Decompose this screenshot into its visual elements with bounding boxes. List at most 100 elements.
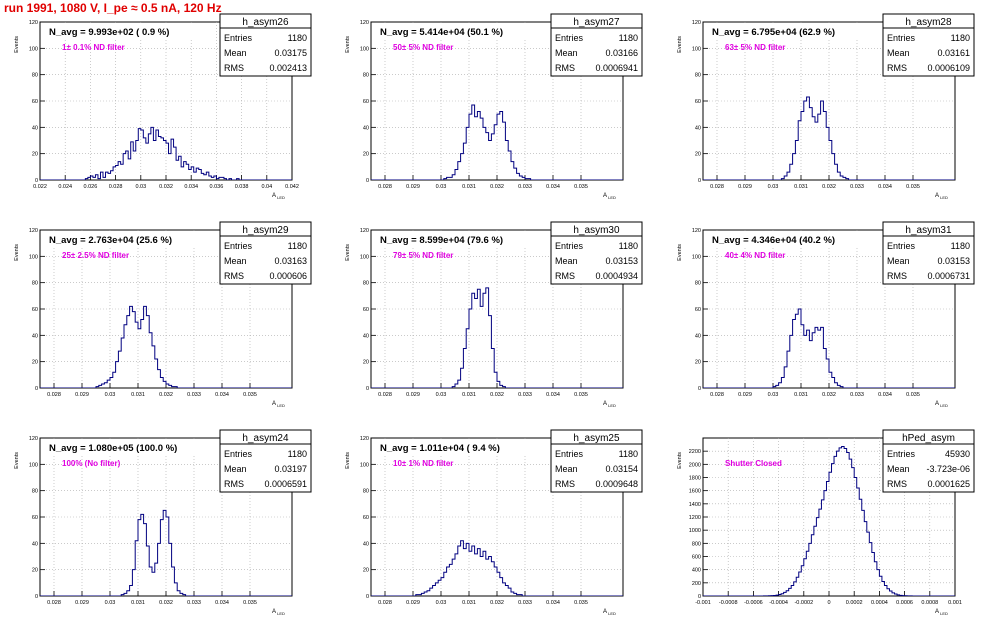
stat-value: 0.0001625 [927,479,970,489]
y-tick-label: 60 [32,99,38,105]
x-tick-label: 0.031 [462,600,476,606]
y-tick-label: 60 [695,99,701,105]
stat-label: RMS [887,479,907,489]
y-axis-label: Events [14,36,20,53]
stat-label: RMS [555,271,575,281]
y-tick-label: 100 [29,462,38,468]
x-tick-label: -0.0004 [769,600,788,606]
y-tick-label: 40 [32,541,38,547]
y-tick-label: 20 [32,152,38,158]
y-tick-label: 40 [32,125,38,131]
filter-note: 1± 0.1% ND filter [62,43,125,52]
stat-label: RMS [224,479,244,489]
x-axis-label: A LED [935,401,948,408]
y-tick-label: 0 [366,178,369,184]
x-tick-label: 0.0006 [896,600,913,606]
y-tick-label: 100 [360,254,369,260]
histogram-name: h_asym25 [573,433,620,444]
stats-box [882,221,975,285]
x-tick-label: 0.031 [794,184,808,190]
navg-background [707,233,879,246]
x-tick-label: 0.032 [490,392,504,398]
stat-value: 0.03166 [605,48,638,58]
y-tick-label: 120 [29,228,38,234]
stat-label: Entries [555,449,584,459]
navg-title: N_avg = 4.346e+04 (40.2 %) [712,235,835,246]
stat-label: Mean [555,48,578,58]
y-tick-label: 0 [698,178,701,184]
stat-label: Mean [887,464,910,474]
x-tick-label: 0.0002 [846,600,863,606]
y-tick-label: 80 [32,281,38,287]
x-tick-label: 0.033 [518,184,532,190]
stat-value: 0.03197 [274,464,307,474]
y-tick-label: 2200 [689,449,701,455]
x-tick-label: 0.032 [490,184,504,190]
histogram-name: h_asym24 [242,433,289,444]
x-tick-label: 0.038 [235,184,249,190]
y-tick-label: 1800 [689,476,701,482]
y-tick-label: 80 [32,489,38,495]
stat-value: 0.03163 [274,256,307,266]
x-tick-label: 0.036 [210,184,224,190]
stat-value: 0.03153 [605,256,638,266]
stat-value: 0.0006109 [927,63,970,73]
y-axis-label: Events [677,244,683,261]
stats-box [550,13,643,77]
stat-value: 1180 [619,241,638,251]
histogram-name: h_asym27 [573,17,620,28]
x-tick-label: -0.0006 [744,600,763,606]
y-tick-label: 100 [692,46,701,52]
stat-value: 0.0006731 [927,271,970,281]
stat-value: 0.0004934 [595,271,638,281]
stat-label: RMS [224,63,244,73]
x-tick-label: 0.03 [105,600,116,606]
y-tick-label: 60 [363,515,369,521]
x-tick-label: 0.028 [710,392,724,398]
stat-value: 0.03161 [937,48,970,58]
x-tick-label: 0 [827,600,830,606]
x-tick-label: 0.028 [710,184,724,190]
x-tick-label: 0.035 [574,600,588,606]
y-tick-label: 100 [29,254,38,260]
y-tick-label: 0 [35,386,38,392]
y-tick-label: 40 [363,541,369,547]
x-tick-label: 0.034 [878,184,892,190]
stat-label: Mean [224,48,247,58]
stat-value: 0.0009648 [595,479,638,489]
y-axis-label: Events [14,452,20,469]
stat-value: 1180 [288,241,307,251]
x-tick-label: 0.034 [546,600,560,606]
y-tick-label: 1000 [689,528,701,534]
filter-note: 10± 1% ND filter [393,459,453,468]
filter-note: 63± 5% ND filter [725,43,785,52]
stats-box [550,221,643,285]
stat-value: 0.0006941 [595,63,638,73]
y-tick-label: 60 [363,307,369,313]
navg-title: N_avg = 1.080e+05 (100.0 %) [49,443,177,454]
x-tick-label: 0.033 [187,600,201,606]
navg-title: N_avg = 1.011e+04 ( 9.4 %) [380,443,500,454]
histogram-name: hPed_asym [902,433,955,444]
histogram-panel-h_asym31: 0.028 0.029 0.03 0.031 0.032 0.033 0.034 0.035 0… [677,221,975,408]
x-tick-label: 0.033 [850,184,864,190]
x-tick-label: 0.034 [546,392,560,398]
x-tick-label: -0.001 [695,600,711,606]
y-tick-label: 80 [363,489,369,495]
y-tick-label: 80 [32,73,38,79]
y-tick-label: 100 [29,46,38,52]
stat-label: Entries [555,241,584,251]
filter-note: Shutter Closed [725,459,782,468]
y-tick-label: 40 [695,333,701,339]
histogram-panel-h_asym24: 0.028 0.029 0.03 0.031 0.032 0.033 0.034 0.035 0… [14,429,312,616]
y-tick-label: 60 [32,515,38,521]
x-tick-label: 0.03 [436,184,447,190]
y-tick-label: 20 [32,360,38,366]
x-tick-label: 0.031 [462,184,476,190]
y-tick-label: 40 [363,333,369,339]
x-tick-label: 0.033 [850,392,864,398]
y-tick-label: 0 [698,386,701,392]
y-tick-label: 0 [698,594,701,600]
y-tick-label: 2000 [689,462,701,468]
x-axis-label: A LED [272,193,285,200]
